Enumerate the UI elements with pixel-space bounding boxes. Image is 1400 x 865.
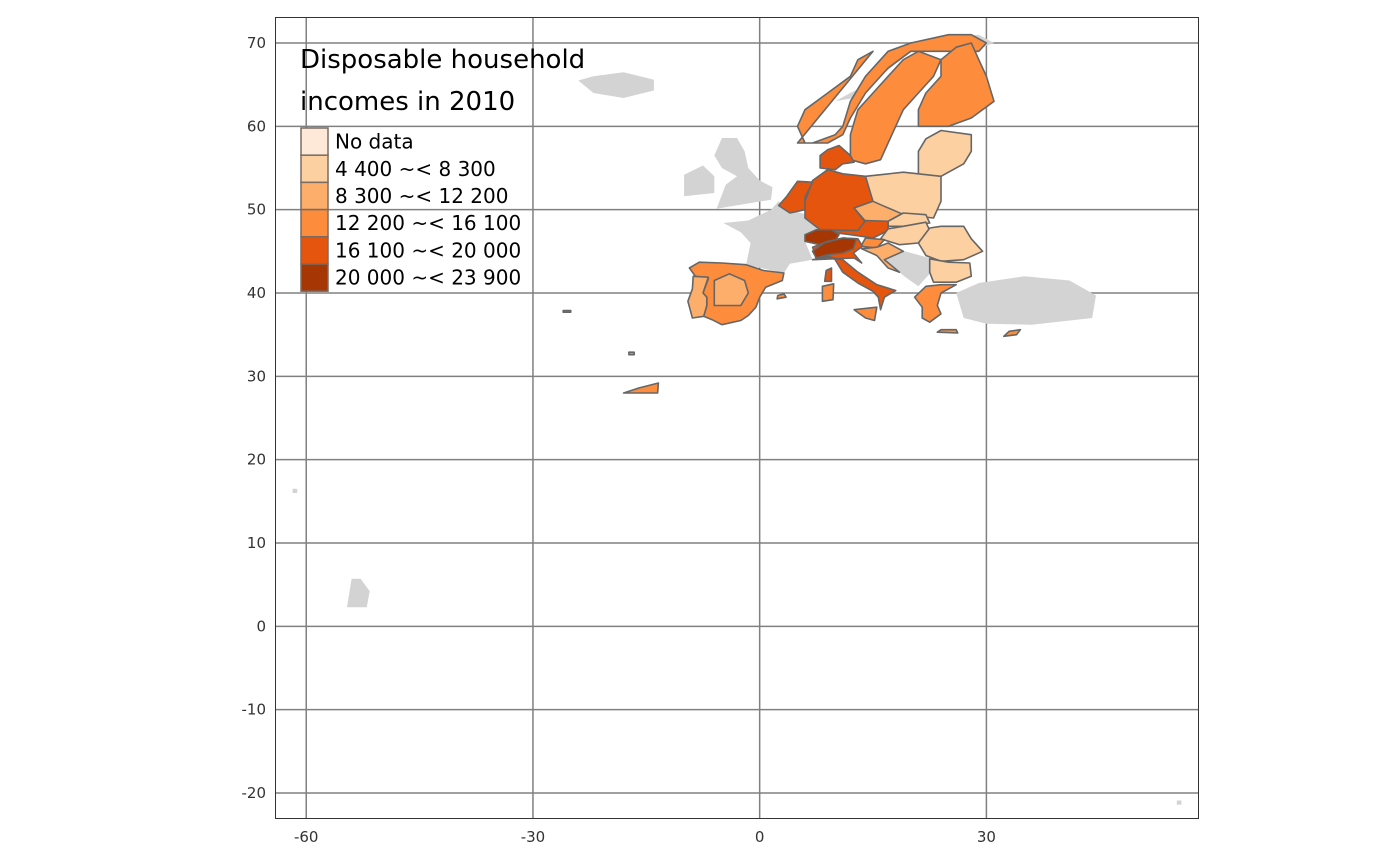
land-reunion bbox=[1176, 800, 1182, 805]
region-bulgaria bbox=[928, 258, 973, 283]
axis-tick-labels: -60 -30 0 30 70 60 50 40 30 20 10 0 -10 -20 bbox=[242, 34, 996, 846]
y-tick-label: 0 bbox=[256, 617, 266, 635]
region-hungary bbox=[879, 221, 931, 246]
legend-swatch bbox=[300, 236, 329, 265]
y-tick-label: 50 bbox=[247, 201, 266, 219]
land-balkans-west bbox=[878, 251, 930, 287]
region-crete bbox=[936, 328, 959, 334]
region-italy bbox=[811, 237, 897, 311]
legend-swatch bbox=[300, 181, 329, 211]
region-denmark bbox=[819, 144, 855, 171]
region-austria bbox=[830, 219, 889, 239]
land-turkey bbox=[956, 276, 1096, 325]
legend-label: 20 000 ~< 23 900 bbox=[335, 266, 521, 290]
legend-title-line-2: incomes in 2010 bbox=[300, 87, 515, 117]
region-sardinia bbox=[821, 283, 835, 303]
plot-frame bbox=[275, 17, 1199, 819]
x-tick-label: -60 bbox=[294, 828, 319, 846]
land-iceland bbox=[578, 72, 654, 98]
legend-swatch bbox=[300, 127, 329, 156]
region-madeira bbox=[628, 351, 635, 356]
region-corsica bbox=[823, 267, 833, 283]
legend-swatch bbox=[300, 154, 329, 184]
y-tick-label: -10 bbox=[242, 701, 267, 719]
region-greece bbox=[913, 283, 957, 323]
region-balearics bbox=[776, 293, 787, 300]
legend-swatch bbox=[300, 208, 329, 238]
legend-keys: No data 4 400 ~< 8 300 8 300 ~< 12 200 12 2… bbox=[300, 127, 521, 292]
land-ireland bbox=[684, 165, 715, 197]
x-tick-label: 0 bbox=[755, 828, 765, 846]
region-layer bbox=[562, 33, 1022, 394]
land-great-britain bbox=[714, 138, 773, 209]
x-tick-label: 30 bbox=[977, 828, 996, 846]
y-tick-label: 10 bbox=[247, 534, 266, 552]
x-tick-label: -30 bbox=[521, 828, 546, 846]
legend-label: 8 300 ~< 12 200 bbox=[335, 184, 508, 208]
region-azores bbox=[562, 309, 572, 313]
legend-label: No data bbox=[335, 130, 414, 154]
y-tick-label: 30 bbox=[247, 367, 266, 385]
region-cyprus bbox=[1003, 328, 1022, 338]
land-guadeloupe bbox=[292, 488, 298, 493]
legend-title-line-1: Disposable household bbox=[300, 45, 585, 75]
no-data-land-layer bbox=[292, 34, 1182, 805]
y-tick-label: 40 bbox=[247, 284, 266, 302]
land-france bbox=[723, 201, 821, 273]
region-baltics bbox=[917, 129, 973, 178]
region-spain-interior bbox=[713, 273, 750, 307]
gridlines bbox=[276, 18, 1198, 818]
legend-label: 16 100 ~< 20 000 bbox=[335, 238, 521, 262]
y-tick-label: 20 bbox=[247, 451, 266, 469]
legend: Disposable household incomes in 2010 No … bbox=[300, 45, 585, 292]
region-finland bbox=[917, 42, 995, 128]
region-romania bbox=[917, 225, 984, 263]
region-sweden bbox=[849, 50, 942, 165]
legend-label: 4 400 ~< 8 300 bbox=[335, 157, 496, 181]
land-french-guiana bbox=[347, 578, 370, 608]
legend-swatch bbox=[300, 263, 329, 292]
region-canary-islands bbox=[622, 382, 660, 394]
y-tick-label: 60 bbox=[247, 117, 266, 135]
region-sicily bbox=[853, 306, 878, 322]
region-germany bbox=[804, 168, 874, 232]
region-benelux bbox=[777, 180, 814, 214]
region-croatia bbox=[860, 242, 905, 273]
legend-label: 12 200 ~< 16 100 bbox=[335, 211, 521, 235]
region-portugal bbox=[687, 275, 710, 319]
region-northern-italy bbox=[811, 237, 858, 259]
y-tick-label: -20 bbox=[242, 784, 267, 802]
y-tick-label: 70 bbox=[247, 34, 266, 52]
